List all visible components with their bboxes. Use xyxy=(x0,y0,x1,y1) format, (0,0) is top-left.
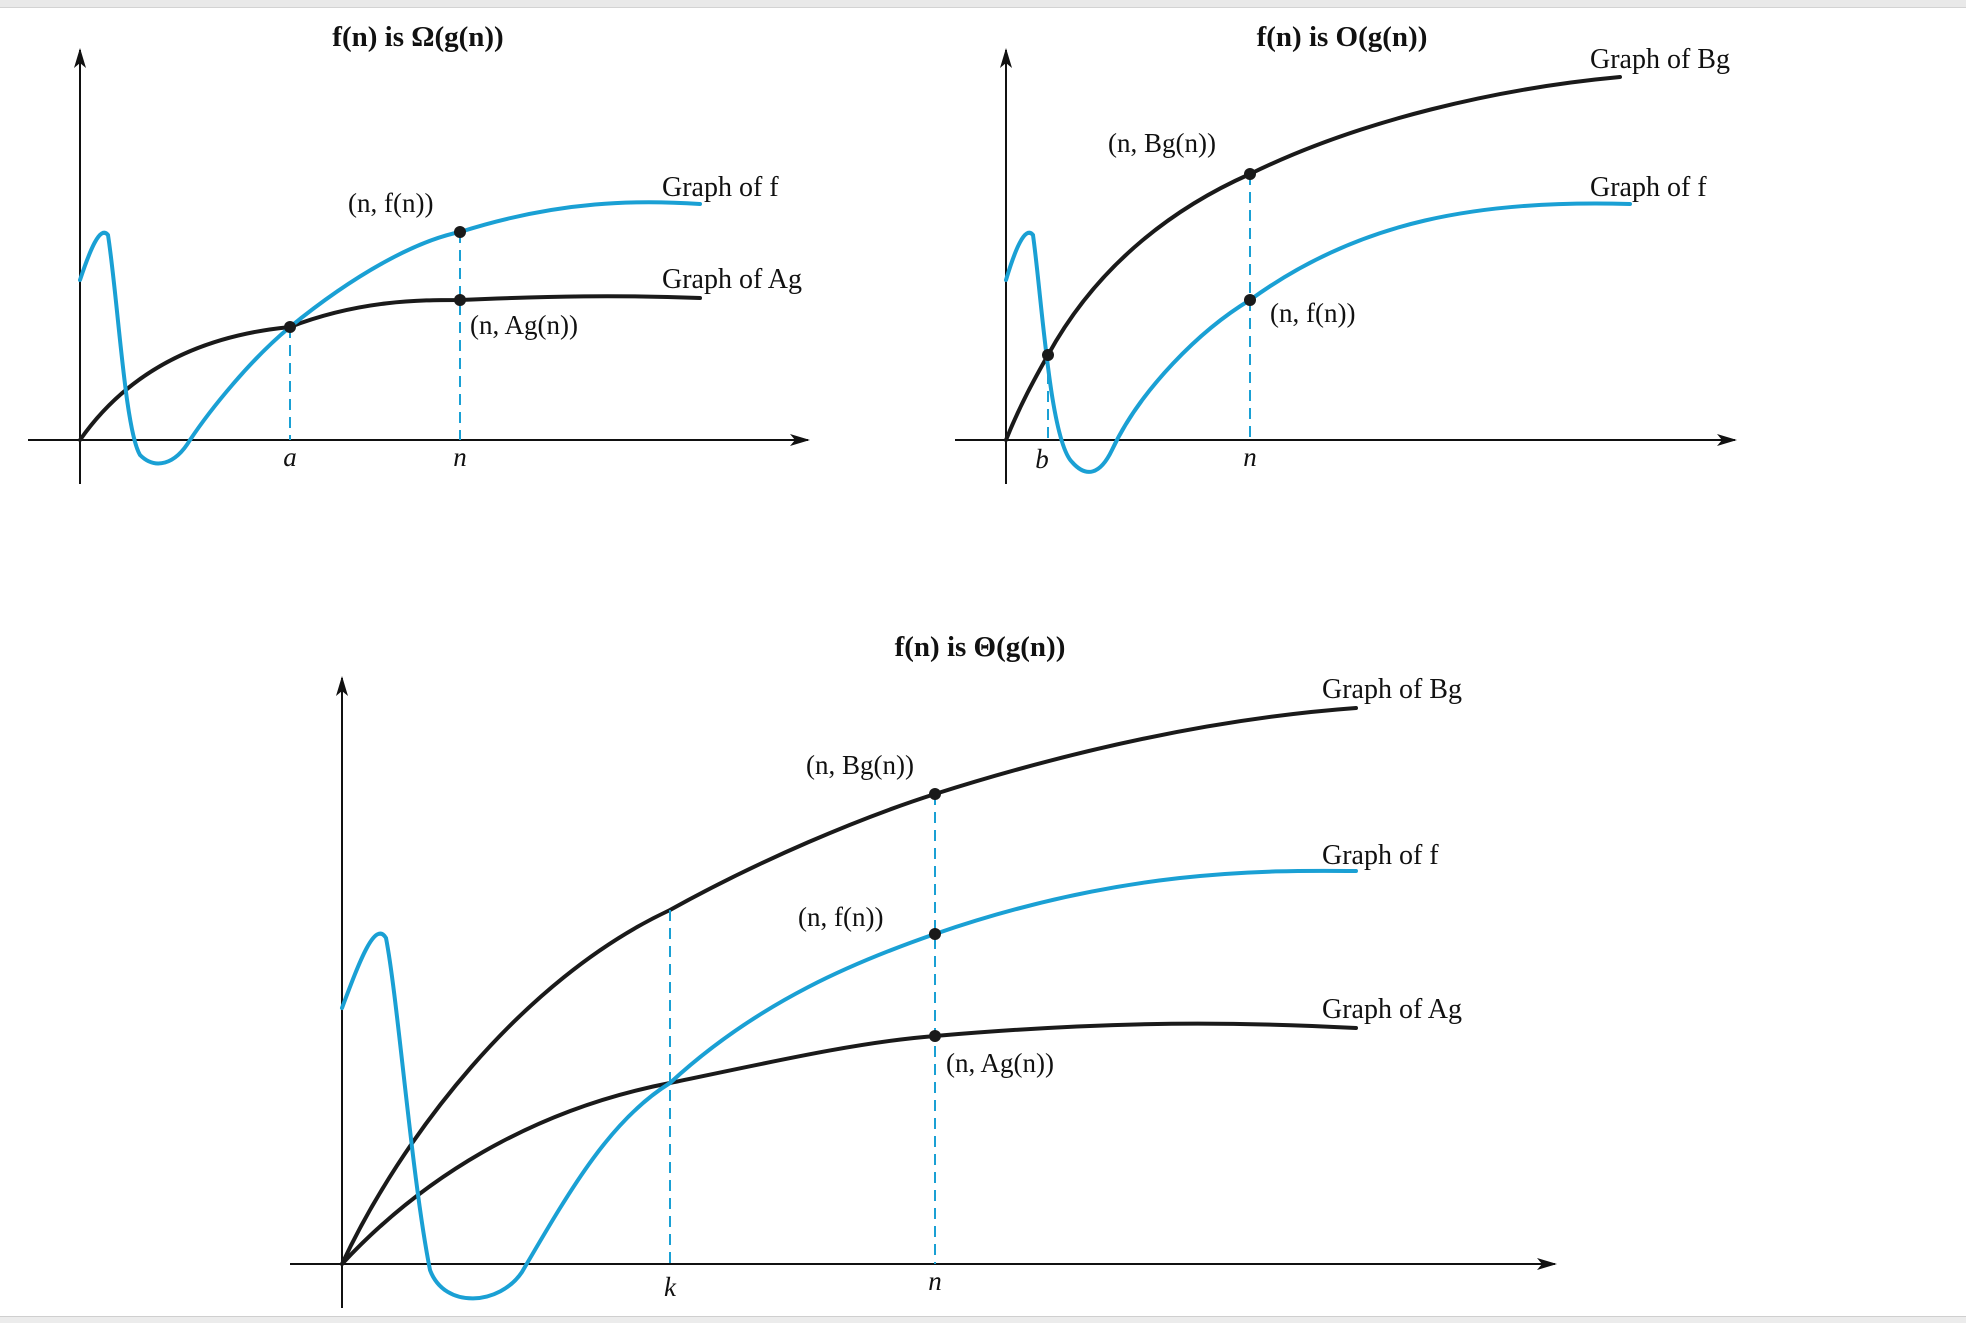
theta-fn-label: (n, f(n)) xyxy=(798,902,883,932)
bigo-panel: f(n) is O(g(n)) (n, Bg(n)) (n, f(n)) Gra… xyxy=(955,21,1737,484)
bigo-f-curve-label: Graph of f xyxy=(1590,172,1707,203)
theta-ag-curve-label: Graph of Ag xyxy=(1322,994,1462,1025)
omega-ag-curve xyxy=(78,294,702,442)
bigo-bgn-label: (n, Bg(n)) xyxy=(1108,128,1216,158)
theta-bg-curve xyxy=(340,706,1358,1266)
bigo-bgn-point xyxy=(1244,168,1256,180)
theta-agn-label: (n, Ag(n)) xyxy=(946,1048,1054,1078)
omega-ag-curve-label: Graph of Ag xyxy=(662,264,802,295)
bigo-intersection-point xyxy=(1042,349,1054,361)
theta-bgn-point xyxy=(929,788,941,800)
omega-f-curve xyxy=(78,200,702,466)
omega-tick-n: n xyxy=(453,442,467,472)
omega-f-curve-label: Graph of f xyxy=(662,172,779,203)
theta-tick-k: k xyxy=(664,1272,677,1302)
bigo-bg-curve xyxy=(1004,75,1622,442)
omega-tick-a: a xyxy=(283,442,297,472)
omega-title: f(n) is Ω(g(n)) xyxy=(332,21,503,53)
theta-fn-point xyxy=(929,928,941,940)
bigo-f-curve xyxy=(1004,201,1632,474)
bigo-fn-label: (n, f(n)) xyxy=(1270,298,1355,328)
theta-bgn-label: (n, Bg(n)) xyxy=(806,750,914,780)
omega-panel: f(n) is Ω(g(n)) (n, f(n)) (n, Ag(n)) Gra… xyxy=(28,21,810,484)
window-bottom-bar xyxy=(0,1316,1966,1323)
bigo-fn-point xyxy=(1244,294,1256,306)
theta-title: f(n) is Θ(g(n)) xyxy=(895,631,1066,663)
theta-bg-curve-label: Graph of Bg xyxy=(1322,674,1462,705)
bigo-tick-n: n xyxy=(1243,442,1257,472)
theta-ag-curve xyxy=(340,1021,1358,1266)
theta-f-curve xyxy=(340,868,1358,1301)
window-top-bar xyxy=(0,0,1966,8)
omega-agn-label: (n, Ag(n)) xyxy=(470,310,578,340)
bigo-title: f(n) is O(g(n)) xyxy=(1257,21,1428,53)
theta-agn-point xyxy=(929,1030,941,1042)
omega-intersection-point xyxy=(284,321,296,333)
omega-fn-label: (n, f(n)) xyxy=(348,188,433,218)
theta-f-curve-label: Graph of f xyxy=(1322,840,1439,871)
theta-tick-n: n xyxy=(928,1266,942,1296)
theta-panel: f(n) is Θ(g(n)) (n, Bg(n)) (n, f(n)) (n,… xyxy=(290,631,1557,1308)
bigo-tick-b: b xyxy=(1035,444,1049,474)
bigo-bg-curve-label: Graph of Bg xyxy=(1590,44,1730,75)
omega-agn-point xyxy=(454,294,466,306)
omega-fn-point xyxy=(454,226,466,238)
